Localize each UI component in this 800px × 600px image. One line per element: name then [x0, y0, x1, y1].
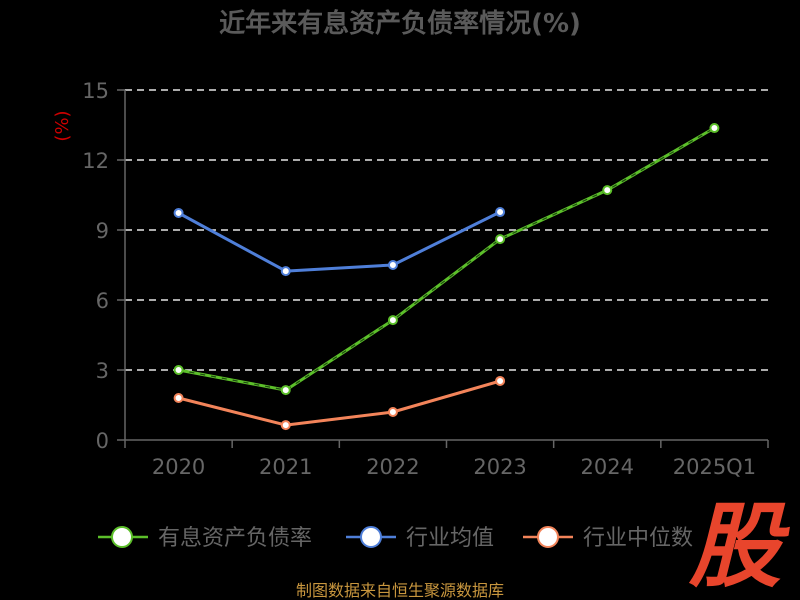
- legend-label-2: 行业中位数: [583, 526, 693, 551]
- x-tick-label-2021: 2021: [259, 455, 312, 479]
- data-point-0-2020[interactable]: [173, 365, 184, 375]
- data-point-1-2023[interactable]: [495, 207, 506, 218]
- x-tick-label-2022: 2022: [366, 455, 419, 479]
- x-tick-label-2020: 2020: [152, 455, 205, 479]
- legend: 有息资产负债率 行业均值 行业中位数: [98, 526, 693, 551]
- series-line-0: [178, 126, 716, 392]
- y-tick-label-15: 15: [82, 79, 109, 103]
- data-point-1-2021[interactable]: [280, 266, 291, 277]
- series-line-overlay-0: [178, 127, 715, 391]
- data-point-2-2022[interactable]: [387, 407, 398, 417]
- data-point-2-2021[interactable]: [280, 420, 291, 431]
- grid-lines: [125, 89, 768, 371]
- legend-marker-2: [537, 526, 559, 548]
- y-tick-label-0: 0: [96, 429, 109, 453]
- series-line-2: [178, 379, 501, 427]
- series-line-1: [177, 210, 501, 273]
- axes: 0 3 6 9 12 15 2020 2021 2022 2023 2024 2025Q1: [82, 79, 769, 479]
- legend-item-1[interactable]: 行业均值: [346, 526, 494, 551]
- data-point-0-2022[interactable]: [387, 315, 398, 326]
- series-group: [173, 123, 720, 431]
- data-point-0-2024[interactable]: [602, 185, 613, 196]
- legend-item-0[interactable]: 有息资产负债率: [98, 526, 312, 551]
- footer-source: 制图数据来自恒生聚源数据库: [296, 581, 504, 600]
- legend-marker-0: [111, 526, 133, 548]
- legend-label-1: 行业均值: [406, 526, 494, 551]
- data-point-1-2020[interactable]: [173, 207, 184, 218]
- x-tick-label-2024: 2024: [581, 455, 634, 479]
- data-point-0-2025Q1[interactable]: [709, 123, 720, 134]
- y-tick-label-12: 12: [82, 149, 109, 173]
- legend-marker-1: [360, 526, 382, 548]
- data-point-0-2023[interactable]: [495, 234, 506, 245]
- logo-mark: 股: [688, 493, 790, 600]
- data-point-0-2021[interactable]: [280, 385, 291, 396]
- y-tick-label-9: 9: [96, 219, 109, 243]
- x-tick-label-2025Q1: 2025Q1: [673, 455, 756, 479]
- data-point-1-2022[interactable]: [387, 260, 398, 270]
- y-axis-label: (%): [52, 110, 73, 141]
- y-tick-label-6: 6: [96, 289, 109, 313]
- chart-title: 近年来有息资产负债率情况(%): [219, 8, 581, 39]
- y-tick-label-3: 3: [96, 359, 109, 383]
- x-tick-label-2023: 2023: [473, 455, 526, 479]
- legend-label-0: 有息资产负债率: [158, 526, 312, 551]
- legend-item-2[interactable]: 行业中位数: [523, 526, 693, 551]
- data-point-2-2020[interactable]: [173, 393, 184, 403]
- data-point-2-2023[interactable]: [495, 375, 506, 386]
